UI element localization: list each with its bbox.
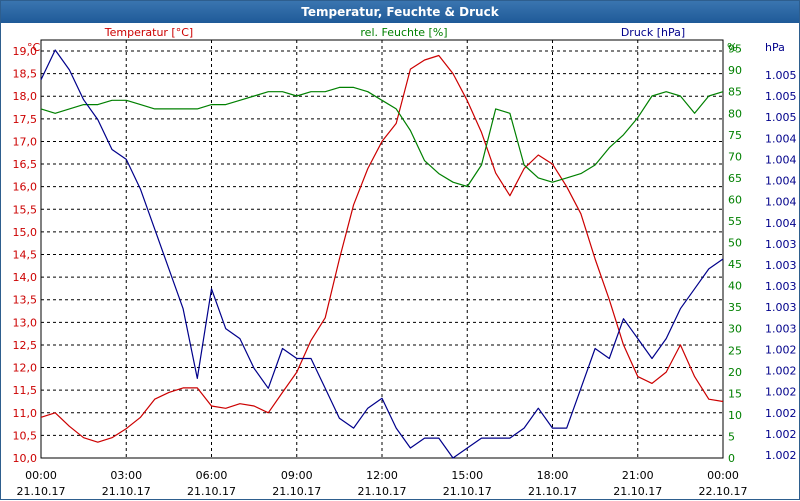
pressure-tick-label: 1.005 <box>765 69 797 82</box>
temperature-tick-label: 18,0 <box>13 90 38 103</box>
humidity-tick-label: 5 <box>728 430 735 443</box>
humidity-tick-label: 35 <box>728 301 742 314</box>
humidity-tick-label: 40 <box>728 280 742 293</box>
x-tick-label-date: 21.10.17 <box>272 485 321 498</box>
humidity-tick-label: 75 <box>728 129 742 142</box>
temperature-tick-label: 12,0 <box>13 362 38 375</box>
humidity-tick-label: 65 <box>728 172 742 185</box>
humidity-tick-label: 85 <box>728 86 742 99</box>
pressure-tick-label: 1.004 <box>765 217 797 230</box>
x-tick-label-date: 21.10.17 <box>443 485 492 498</box>
pressure-tick-label: 1.002 <box>765 449 797 462</box>
pressure-tick-label: 1.002 <box>765 407 797 420</box>
temperature-tick-label: 17,0 <box>13 135 38 148</box>
pressure-tick-label: 1.005 <box>765 90 797 103</box>
x-tick-label-date: 21.10.17 <box>358 485 407 498</box>
temperature-tick-label: 11,0 <box>13 407 38 420</box>
temperature-tick-label: 16,0 <box>13 181 38 194</box>
pressure-tick-label: 1.003 <box>765 259 797 272</box>
x-tick-label-time: 03:00 <box>110 469 142 482</box>
x-tick-label-time: 00:00 <box>25 469 57 482</box>
humidity-tick-label: 20 <box>728 366 742 379</box>
x-tick-label-date: 21.10.17 <box>613 485 662 498</box>
temperature-unit-label: °C <box>27 41 41 54</box>
pressure-unit-label: hPa <box>765 41 785 54</box>
x-tick-label-date: 21.10.17 <box>528 485 577 498</box>
humidity-tick-label: 30 <box>728 323 742 336</box>
temperature-tick-label: 16,5 <box>13 158 38 171</box>
humidity-tick-label: 95 <box>728 43 742 56</box>
humidity-unit-label: % <box>727 41 737 54</box>
temperature-tick-label: 14,0 <box>13 271 38 284</box>
temperature-tick-label: 10,5 <box>13 429 38 442</box>
x-tick-label-time: 06:00 <box>196 469 228 482</box>
humidity-tick-label: 90 <box>728 64 742 77</box>
humidity-tick-label: 0 <box>728 452 735 465</box>
temperature-tick-label: 10,0 <box>13 452 38 465</box>
temperature-tick-label: 13,5 <box>13 294 38 307</box>
temperature-tick-label: 15,0 <box>13 226 38 239</box>
humidity-tick-label: 55 <box>728 215 742 228</box>
x-tick-label-date: 21.10.17 <box>102 485 151 498</box>
temperature-tick-label: 14,5 <box>13 249 38 262</box>
temperature-tick-label: 13,0 <box>13 316 38 329</box>
humidity-tick-label: 80 <box>728 107 742 120</box>
x-tick-label-time: 15:00 <box>451 469 483 482</box>
temperature-series-line <box>40 54 724 443</box>
pressure-tick-label: 1.003 <box>765 322 797 335</box>
pressure-tick-label: 1.002 <box>765 386 797 399</box>
humidity-tick-label: 70 <box>728 150 742 163</box>
x-tick-label-time: 18:00 <box>537 469 569 482</box>
temperature-axis-title: Temperatur [°C] <box>104 26 193 39</box>
pressure-tick-label: 1.004 <box>765 175 797 188</box>
humidity-tick-label: 45 <box>728 258 742 271</box>
x-tick-label-time: 12:00 <box>366 469 398 482</box>
pressure-tick-label: 1.002 <box>765 343 797 356</box>
pressure-tick-label: 1.002 <box>765 428 797 441</box>
humidity-tick-label: 10 <box>728 409 742 422</box>
x-tick-label-time: 00:00 <box>707 469 739 482</box>
pressure-tick-label: 1.002 <box>765 365 797 378</box>
humidity-tick-label: 60 <box>728 193 742 206</box>
x-tick-label-time: 21:00 <box>622 469 654 482</box>
temperature-tick-label: 11,5 <box>13 384 38 397</box>
temperature-tick-label: 19,0 <box>13 45 38 58</box>
pressure-tick-label: 1.003 <box>765 301 797 314</box>
humidity-series-line <box>40 86 724 188</box>
temperature-tick-label: 15,5 <box>13 203 38 216</box>
x-tick-label-time: 09:00 <box>281 469 313 482</box>
humidity-tick-label: 25 <box>728 344 742 357</box>
x-tick-label-date: 21.10.17 <box>187 485 236 498</box>
pressure-tick-label: 1.003 <box>765 238 797 251</box>
window-title: Temperatur, Feuchte & Druck <box>1 1 799 23</box>
pressure-tick-label: 1.004 <box>765 132 797 145</box>
temperature-tick-label: 18,5 <box>13 68 38 81</box>
x-tick-label-date: 21.10.17 <box>17 485 66 498</box>
x-tick-label-date: 22.10.17 <box>699 485 748 498</box>
pressure-series-line <box>40 49 724 459</box>
pressure-tick-label: 1.004 <box>765 196 797 209</box>
pressure-tick-label: 1.005 <box>765 111 797 124</box>
humidity-tick-label: 15 <box>728 387 742 400</box>
temperature-tick-label: 17,5 <box>13 113 38 126</box>
temperature-tick-label: 12,5 <box>13 339 38 352</box>
humidity-tick-label: 50 <box>728 237 742 250</box>
pressure-tick-label: 1.004 <box>765 153 797 166</box>
pressure-tick-label: 1.003 <box>765 280 797 293</box>
humidity-axis-title: rel. Feuchte [%] <box>360 26 447 39</box>
pressure-axis-title: Druck [hPa] <box>621 26 685 39</box>
